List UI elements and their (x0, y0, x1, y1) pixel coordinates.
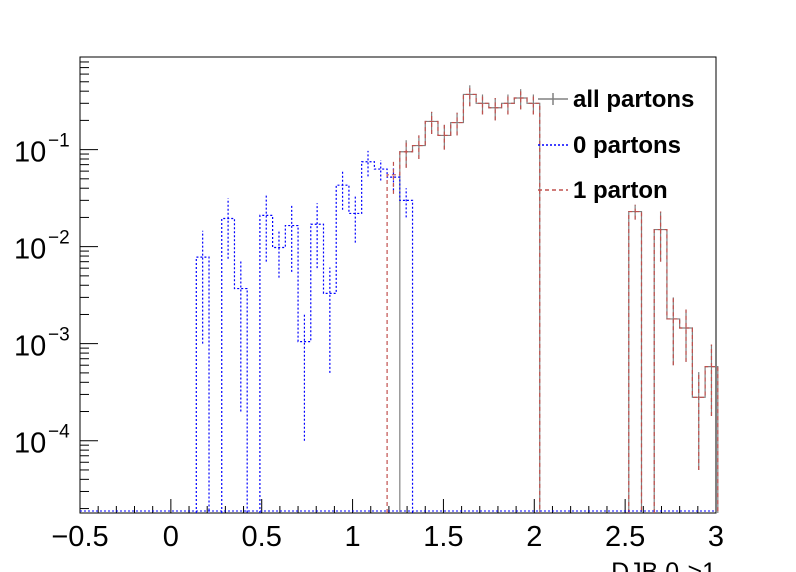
y-tick-base: 10 (14, 331, 46, 363)
legend-label: 1 parton (573, 177, 668, 204)
legend-entry: 1 parton (538, 177, 668, 204)
y-axis-ticks: 10−110−210−310−4 (14, 131, 70, 460)
series-1-parton (386, 85, 719, 513)
x-tick-label: 3 (708, 521, 724, 553)
legend-label: 0 partons (573, 132, 681, 159)
y-tick-label: 10 −3 (14, 325, 70, 363)
histogram-outline (195, 161, 414, 513)
x-tick-label: 0.5 (242, 521, 282, 553)
legend-entry: all partons (538, 86, 694, 113)
x-tick-label: 2.5 (605, 521, 645, 553)
x-axis-title: DJB 0->1 (611, 558, 716, 572)
x-tick-label: 2 (526, 521, 542, 553)
series-layer (80, 85, 719, 513)
y-tick-base: 10 (14, 137, 46, 169)
minor-ticks (79, 56, 717, 513)
x-tick-label: −0.5 (51, 521, 108, 553)
y-tick-base: 10 (14, 234, 46, 266)
x-axis-ticks: −0.5 0 0.5 1 1.5 2 2.5 3 (51, 521, 724, 553)
series-0-partons (195, 150, 414, 513)
y-tick-label: 10 −1 (14, 131, 70, 169)
plot-frame (79, 56, 717, 514)
y-tick-label: 10 −4 (14, 422, 70, 460)
legend-label: all partons (573, 86, 694, 113)
y-tick-exponent: −4 (48, 422, 70, 443)
y-tick-base: 10 (14, 428, 46, 460)
x-tick-label: 1.5 (423, 521, 463, 553)
x-tick-label: 0 (163, 521, 179, 553)
y-tick-exponent: −2 (48, 228, 70, 249)
y-tick-label: 10 −2 (14, 228, 70, 266)
legend-entry: 0 partons (538, 132, 681, 159)
x-tick-label: 1 (345, 521, 361, 553)
y-tick-exponent: −1 (48, 131, 70, 152)
legend: all partons 0 partons 1 parton (538, 86, 694, 204)
y-tick-exponent: −3 (48, 325, 70, 346)
histogram-outline (386, 93, 719, 513)
